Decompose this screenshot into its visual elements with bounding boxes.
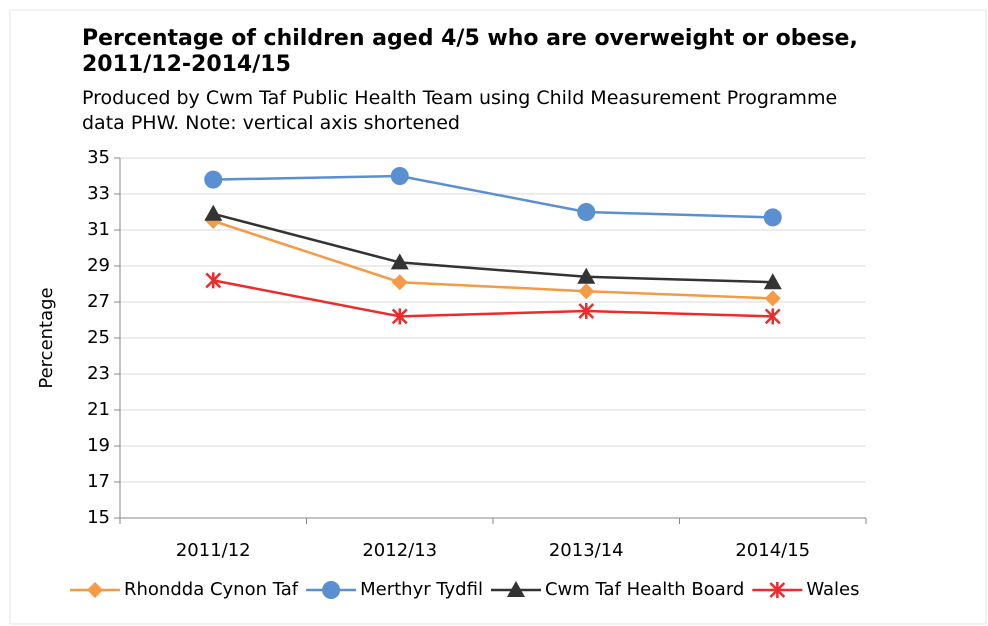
marker — [205, 272, 222, 289]
y-tick-label: 33 — [87, 183, 110, 204]
marker — [204, 204, 223, 221]
y-tick-label: 27 — [87, 291, 110, 312]
y-tick-label: 29 — [87, 255, 110, 276]
series-line — [213, 279, 773, 318]
y-tick-label: 23 — [87, 363, 110, 384]
chart-subtitle: Produced by Cwm Taf Public Health Team u… — [82, 87, 838, 134]
marker — [87, 582, 103, 598]
y-tick-label: 19 — [87, 435, 110, 456]
series-line — [212, 212, 773, 284]
y-tick-label: 21 — [87, 399, 110, 420]
marker — [390, 167, 409, 185]
marker — [577, 203, 596, 221]
legend-label: Wales — [806, 579, 859, 600]
y-tick-label: 15 — [87, 507, 110, 528]
x-tick-label: 2014/15 — [735, 540, 810, 561]
y-tick-label: 35 — [87, 147, 110, 168]
marker — [391, 274, 408, 291]
series-line — [212, 219, 773, 300]
frame — [9, 9, 987, 625]
series-line — [213, 174, 773, 219]
marker — [506, 581, 525, 597]
marker — [769, 582, 786, 598]
marker — [763, 208, 782, 227]
legend-label: Rhondda Cynon Taf — [124, 579, 299, 600]
marker — [204, 170, 223, 189]
y-axis-label: Percentage — [36, 287, 57, 388]
marker — [578, 283, 595, 300]
y-tick-label: 17 — [87, 471, 110, 492]
marker — [577, 267, 596, 284]
y-tick-label: 31 — [87, 219, 110, 240]
marker — [391, 308, 408, 325]
legend-label: Merthyr Tydfil — [360, 579, 483, 600]
chart-title: Percentage of children aged 4/5 who are … — [82, 26, 858, 77]
legend-label: Cwm Taf Health Board — [545, 579, 744, 600]
marker — [763, 273, 782, 290]
marker — [322, 581, 341, 599]
y-tick-label: 25 — [87, 327, 110, 348]
x-tick-label: 2011/12 — [176, 540, 251, 561]
marker — [578, 303, 595, 319]
marker — [764, 290, 781, 307]
x-tick-label: 2013/14 — [549, 540, 624, 561]
x-tick-label: 2012/13 — [362, 540, 437, 561]
marker — [764, 308, 781, 325]
marker — [390, 253, 409, 270]
